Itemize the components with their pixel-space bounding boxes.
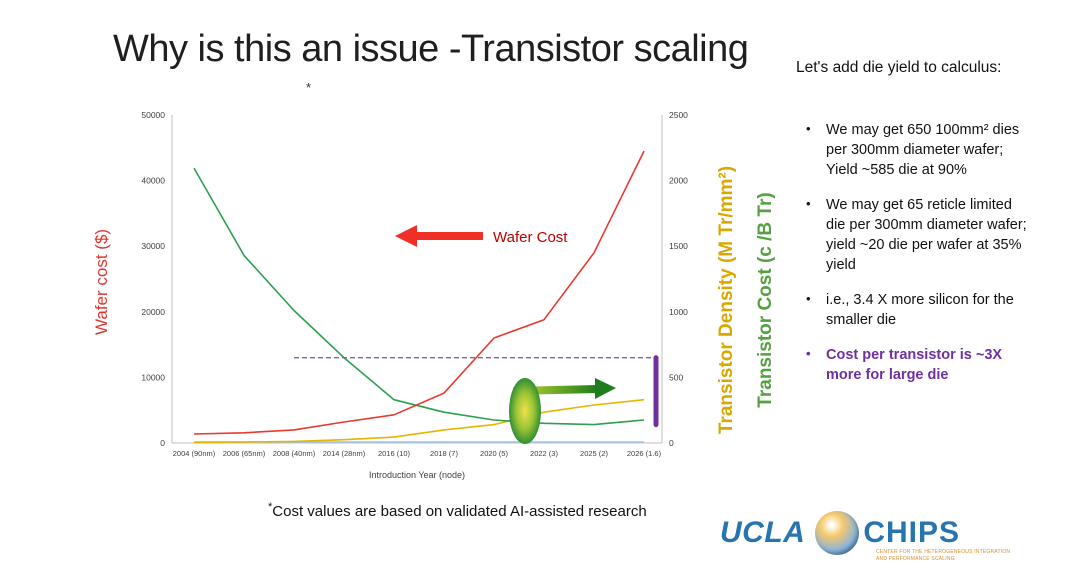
footnote-marker: *: [268, 501, 273, 513]
chips-tagline-line1: CENTER FOR THE HETEROGENEOUS INTEGRATION: [876, 549, 1011, 555]
chips-tagline: CENTER FOR THE HETEROGENEOUS INTEGRATION…: [876, 549, 1010, 562]
x-axis-tick: 2004 (90nm): [173, 449, 216, 458]
right-axis-tick: 1500: [669, 241, 688, 251]
bullet-die-yield-650: We may get 650 100mm² dies per 300mm dia…: [800, 120, 1032, 180]
title-footnote-marker: *: [306, 80, 312, 95]
wafer-cost-chart: 0 10000 20000 30000 40000 50000 0 500 1000 1500 20…: [95, 105, 705, 485]
right-panel-bullet-list: We may get 650 100mm² dies per 300mm dia…: [800, 120, 1032, 400]
x-axis-tick: 2025 (2): [580, 449, 608, 458]
green-arrow-head: [595, 378, 616, 399]
bullet-more-silicon: i.e., 3.4 X more silicon for the smaller…: [800, 290, 1032, 330]
left-axis-tick: 50000: [141, 110, 165, 120]
right-axis-title-cost: Transistor Cost (c /B Tr): [755, 192, 776, 408]
right-panel-heading: Let's add die yield to calculus:: [796, 59, 1002, 76]
chips-globe-icon: [815, 511, 860, 555]
right-axis-tick: 1000: [669, 307, 688, 317]
chips-tagline-line2: AND PERFORMANCE SCALING: [876, 555, 955, 562]
right-axis-tick: 2000: [669, 176, 688, 186]
x-axis-tick: 2018 (7): [430, 449, 458, 458]
x-axis-tick: 2006 (65nm): [223, 449, 266, 458]
right-axis-tick: 0: [669, 438, 674, 448]
series-line: [193, 398, 645, 444]
chips-wordmark: CHIPS: [863, 516, 961, 549]
x-axis-tick: 2014 (28nm): [323, 449, 366, 458]
ucla-wordmark: UCLA: [720, 516, 806, 549]
slide-title: Why is this an issue -Transistor scaling: [113, 28, 749, 70]
x-axis-tick: 2020 (5): [480, 449, 508, 458]
ucla-chips-logo: UCLA CHIPS: [720, 511, 960, 555]
right-axis-tick: 2500: [669, 110, 688, 120]
x-axis-tick: 2016 (10): [378, 449, 411, 458]
chart-svg: 0 10000 20000 30000 40000 50000 0 500 1000 1500 20…: [141, 110, 688, 458]
x-axis-title: Introduction Year (node): [368, 470, 466, 480]
right-axis-tick: 500: [669, 372, 683, 382]
red-arrow-head: [395, 225, 417, 247]
bullet-cost-per-transistor: Cost per transistor is ~3X more for larg…: [800, 345, 1032, 385]
wafer-cost-annotation-label: Wafer Cost: [493, 229, 568, 246]
x-axis-tick: 2008 (40nm): [273, 449, 316, 458]
left-axis-tick: 0: [160, 438, 165, 448]
highlight-ellipse: [509, 378, 541, 444]
x-axis-tick: 2026 (1.6): [627, 449, 662, 458]
right-axis-title-density: Transistor Density (M Tr/mm²): [716, 165, 737, 435]
series-line: [193, 167, 645, 426]
left-axis-tick: 40000: [141, 176, 165, 186]
left-axis-tick: 30000: [141, 241, 165, 251]
slide-footnote: *Cost values are based on validated AI-a…: [268, 501, 647, 520]
footnote-text: Cost values are based on validated AI-as…: [272, 503, 647, 520]
left-axis-tick: 10000: [141, 372, 165, 382]
bullet-reticle-limited: We may get 65 reticle limited die per 30…: [800, 195, 1032, 275]
left-axis-tick: 20000: [141, 307, 165, 317]
x-axis-tick: 2022 (3): [530, 449, 558, 458]
series-line: [193, 150, 645, 435]
